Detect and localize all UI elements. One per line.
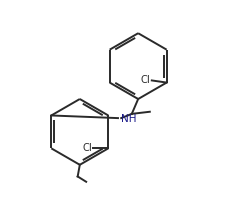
- Text: Cl: Cl: [83, 143, 92, 153]
- Text: Cl: Cl: [141, 75, 151, 85]
- Text: NH: NH: [121, 114, 136, 124]
